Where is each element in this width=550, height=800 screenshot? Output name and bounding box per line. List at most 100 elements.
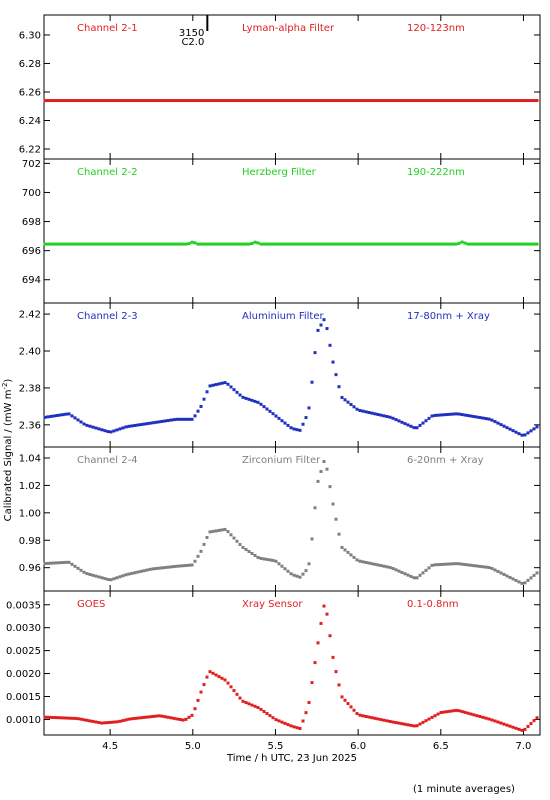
data-point bbox=[112, 429, 116, 433]
data-point bbox=[532, 99, 536, 103]
data-point bbox=[298, 575, 302, 579]
data-point bbox=[301, 572, 305, 576]
data-point bbox=[49, 99, 53, 103]
footnote: (1 minute averages) bbox=[413, 784, 515, 795]
data-point bbox=[247, 702, 251, 706]
data-point bbox=[292, 725, 296, 729]
data-point bbox=[472, 564, 476, 568]
data-point bbox=[322, 604, 326, 608]
data-point bbox=[100, 721, 104, 725]
data-point bbox=[412, 426, 416, 430]
data-point bbox=[67, 560, 71, 564]
data-point bbox=[172, 716, 176, 720]
data-point bbox=[451, 412, 455, 416]
panel-band-label: 0.1-0.8nm bbox=[407, 599, 459, 610]
data-point bbox=[382, 718, 386, 722]
panel-3: 2.36 2.38 2.40 2.42 Channel 2-3 Aluminium Fil… bbox=[19, 302, 541, 448]
data-point bbox=[520, 242, 524, 246]
data-point bbox=[124, 242, 128, 246]
data-point bbox=[424, 719, 428, 723]
y-tick-label: 6.28 bbox=[19, 59, 41, 70]
data-point bbox=[256, 400, 260, 404]
data-point bbox=[199, 99, 203, 103]
data-point bbox=[307, 562, 311, 566]
data-point bbox=[301, 99, 305, 103]
data-point bbox=[58, 242, 62, 246]
data-point bbox=[343, 698, 347, 702]
data-point bbox=[268, 242, 272, 246]
panel-frame bbox=[43, 158, 541, 304]
data-point bbox=[445, 99, 449, 103]
data-point bbox=[412, 242, 416, 246]
data-point bbox=[514, 242, 518, 246]
data-point bbox=[361, 714, 365, 718]
data-point bbox=[244, 548, 248, 552]
data-point bbox=[370, 716, 374, 720]
data-point bbox=[499, 423, 503, 427]
data-point bbox=[481, 715, 485, 719]
data-point bbox=[526, 99, 530, 103]
data-point bbox=[157, 99, 161, 103]
data-point bbox=[61, 716, 65, 720]
data-point bbox=[517, 727, 521, 731]
data-point bbox=[235, 390, 239, 394]
data-point bbox=[91, 99, 95, 103]
data-point bbox=[514, 430, 518, 434]
data-point bbox=[517, 242, 521, 246]
data-point bbox=[82, 718, 86, 722]
data-point bbox=[355, 242, 359, 246]
data-point bbox=[214, 99, 218, 103]
data-point bbox=[448, 709, 452, 713]
data-point bbox=[502, 424, 506, 428]
data-point bbox=[322, 99, 326, 103]
data-point bbox=[103, 242, 107, 246]
data-point bbox=[523, 99, 527, 103]
data-point bbox=[73, 99, 77, 103]
data-point bbox=[457, 241, 461, 245]
data-point bbox=[166, 715, 170, 719]
data-point bbox=[211, 383, 215, 387]
data-point bbox=[358, 713, 362, 717]
data-point bbox=[484, 417, 488, 421]
data-point bbox=[112, 242, 116, 246]
data-point bbox=[169, 242, 173, 246]
data-point bbox=[250, 99, 254, 103]
data-point bbox=[343, 242, 347, 246]
data-point bbox=[88, 99, 92, 103]
data-point bbox=[190, 417, 194, 421]
data-point bbox=[73, 716, 77, 720]
data-point bbox=[49, 715, 53, 719]
data-point bbox=[448, 99, 452, 103]
data-point bbox=[202, 99, 206, 103]
data-point bbox=[286, 723, 290, 727]
data-point bbox=[220, 242, 224, 246]
data-point bbox=[163, 566, 167, 570]
data-point bbox=[205, 390, 209, 394]
data-point bbox=[469, 414, 473, 418]
data-point bbox=[463, 413, 467, 417]
data-point bbox=[535, 242, 539, 246]
data-point bbox=[322, 242, 326, 246]
data-point bbox=[445, 710, 449, 714]
data-point bbox=[79, 420, 83, 424]
data-point bbox=[502, 572, 506, 576]
data-point bbox=[502, 99, 506, 103]
data-point bbox=[106, 242, 110, 246]
data-point bbox=[151, 99, 155, 103]
data-point bbox=[238, 393, 242, 397]
data-point bbox=[406, 242, 410, 246]
data-point bbox=[421, 571, 425, 575]
data-point bbox=[487, 417, 491, 421]
data-point bbox=[505, 574, 509, 578]
data-point bbox=[298, 428, 302, 432]
data-point bbox=[136, 423, 140, 427]
data-point bbox=[253, 704, 257, 708]
data-point bbox=[391, 566, 395, 570]
data-point bbox=[259, 242, 263, 246]
data-point bbox=[481, 242, 485, 246]
y-tick-label: 6.30 bbox=[19, 30, 41, 41]
data-point bbox=[292, 573, 296, 577]
data-point bbox=[307, 99, 311, 103]
data-point bbox=[160, 242, 164, 246]
data-point bbox=[340, 99, 344, 103]
